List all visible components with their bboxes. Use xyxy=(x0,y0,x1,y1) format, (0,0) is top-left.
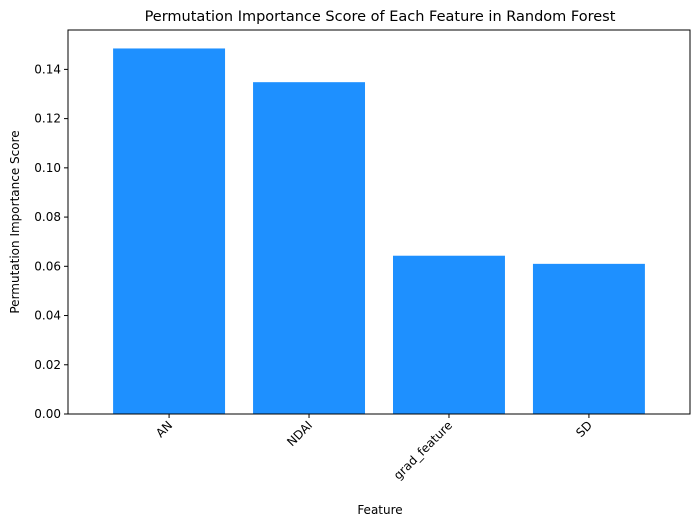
y-tick-label: 0.02 xyxy=(34,358,61,372)
bar-ndai xyxy=(253,82,366,415)
y-tick-label: 0.12 xyxy=(34,112,61,126)
y-tick-label: 0.00 xyxy=(34,407,61,421)
chart-title: Permutation Importance Score of Each Fea… xyxy=(145,9,616,25)
y-axis-label: Permutation Importance Score xyxy=(8,130,22,313)
y-tick-label: 0.14 xyxy=(34,62,61,76)
y-tick-label: 0.04 xyxy=(34,309,61,323)
plot-frame xyxy=(67,29,691,415)
y-tick-label: 0.08 xyxy=(34,210,61,224)
x-axis-label: Feature xyxy=(357,503,402,517)
bar-grad-feature xyxy=(393,255,505,414)
bars-group xyxy=(113,48,645,415)
y-tick-label: 0.10 xyxy=(34,161,61,175)
bar-an xyxy=(113,48,226,415)
bar-sd xyxy=(532,263,645,414)
y-tick-label: 0.06 xyxy=(34,259,61,273)
y-axis: 0.00 0.02 0.04 0.06 0.08 0.10 0.12 0.14 xyxy=(34,62,68,421)
